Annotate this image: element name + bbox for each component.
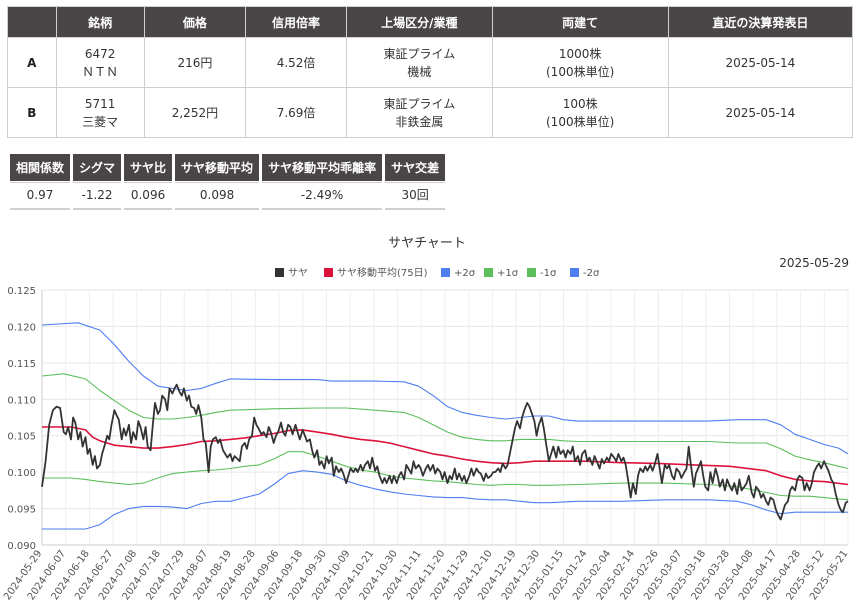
legend-item[interactable]: -2σ	[570, 268, 600, 279]
table-row: B 5711 三菱マ 2,252円 7.69倍 東証プライム 非鉄金属 100株 (1…	[7, 87, 854, 138]
table-row: A 6472 ＮＴＮ 216円 4.52倍 東証プライム 機械 1000株 (100株…	[7, 37, 854, 88]
legend-item[interactable]: -1σ	[527, 268, 557, 279]
legend-label: サヤ移動平均(75日)	[337, 266, 428, 279]
legend-label: サヤ	[288, 267, 308, 279]
legend-item[interactable]: サヤ移動平均(75日)	[324, 266, 428, 279]
hedge-shares: 100株	[562, 96, 598, 111]
chart-title: サヤチャート	[388, 236, 466, 251]
hedge-cell: 1000株 (100株単位)	[491, 37, 669, 88]
series-line-moving-average	[42, 426, 849, 486]
series-line-minus-1-sigma	[42, 451, 849, 501]
hedge-unit: (100株単位)	[546, 114, 615, 129]
header-earnings-date: 直近の決算発表日	[667, 6, 854, 38]
series-line-spread	[41, 383, 849, 521]
legend-swatch	[484, 268, 493, 277]
pair-summary-table: 銘柄 価格 信用倍率 上場区分/業種 両建て 直近の決算発表日 A 6472 ＮＴ…	[7, 6, 854, 138]
hedge-shares: 1000株	[558, 46, 602, 61]
header-price: 価格	[143, 6, 247, 38]
y-tick-label: 0.100	[7, 468, 36, 479]
stock-name: ＮＴＮ	[82, 64, 119, 79]
stock-cell[interactable]: 5711 三菱マ	[55, 87, 145, 138]
legend-item[interactable]: +1σ	[484, 268, 519, 279]
legend-swatch	[275, 268, 284, 277]
series-line-minus-2-sigma	[42, 470, 848, 530]
row-label: B	[7, 87, 57, 138]
chart-date: 2025-05-29	[779, 256, 849, 270]
legend-label: +1σ	[497, 268, 519, 279]
stat-sigma: -1.22	[70, 181, 125, 210]
hedge-cell: 100株 (100株単位)	[491, 87, 669, 138]
stat-header-spread-ma: サヤ移動平均	[172, 153, 263, 182]
y-tick-label: 0.095	[7, 505, 36, 516]
hedge-unit: (100株単位)	[546, 64, 615, 79]
legend-swatch	[570, 268, 579, 277]
price-cell: 216円	[143, 37, 247, 88]
market: 東証プライム	[383, 96, 456, 111]
legend-item[interactable]: サヤ	[275, 267, 308, 279]
stat-header-sigma: シグマ	[70, 153, 125, 182]
y-tick-label: 0.115	[7, 359, 36, 370]
stock-code: 6472	[84, 46, 116, 61]
stat-header-ma-deviation: サヤ移動平均乖離率	[259, 153, 386, 182]
stat-header-spread-ratio: サヤ比	[121, 153, 176, 182]
stat-header-crossings: サヤ交差	[382, 153, 449, 182]
earnings-date-cell: 2025-05-14	[667, 37, 854, 88]
row-label: A	[7, 37, 57, 88]
stock-cell[interactable]: 6472 ＮＴＮ	[55, 37, 145, 88]
industry: 非鉄金属	[395, 114, 444, 129]
spread-chart: サヤチャート 2025-05-29 サヤ サヤ移動平均(75日) +2σ +1σ -1σ…	[2, 236, 850, 602]
legend-label: -1σ	[540, 268, 557, 279]
y-tick-label: 0.110	[7, 395, 36, 406]
stat-spread-ratio: 0.096	[121, 181, 176, 210]
stat-correlation: 0.97	[6, 181, 74, 210]
earnings-date-cell: 2025-05-14	[667, 87, 854, 138]
stat-crossings: 30回	[382, 181, 449, 210]
header-name: 銘柄	[55, 6, 145, 38]
corner-header	[7, 6, 57, 38]
margin-ratio-cell: 4.52倍	[245, 37, 348, 88]
market: 東証プライム	[383, 46, 456, 61]
table-header-row: 銘柄 価格 信用倍率 上場区分/業種 両建て 直近の決算発表日	[7, 6, 854, 38]
price-cell: 2,252円	[143, 87, 247, 138]
chart-series	[41, 322, 849, 530]
y-tick-label: 0.090	[7, 541, 36, 552]
legend-label: +2σ	[454, 268, 476, 279]
stats-header-row: 相関係数 シグマ サヤ比 サヤ移動平均 サヤ移動平均乖離率 サヤ交差	[6, 153, 449, 182]
chart-legend[interactable]: サヤ サヤ移動平均(75日) +2σ +1σ -1σ -2σ	[275, 266, 600, 279]
stats-value-row: 0.97 -1.22 0.096 0.098 -2.49% 30回	[6, 181, 449, 210]
header-margin-ratio: 信用倍率	[245, 6, 348, 38]
margin-ratio-cell: 7.69倍	[245, 87, 348, 138]
industry: 機械	[407, 64, 432, 79]
chart-grid	[41, 289, 849, 546]
y-tick-label: 0.120	[7, 322, 36, 333]
series-line-plus-2-sigma	[41, 322, 849, 455]
header-hedge: 両建て	[491, 6, 669, 38]
stat-spread-ma: 0.098	[172, 181, 263, 210]
legend-swatch	[527, 268, 536, 277]
legend-item[interactable]: +2σ	[441, 268, 476, 279]
legend-swatch	[441, 268, 450, 277]
stock-code: 5711	[84, 96, 116, 111]
header-market: 上場区分/業種	[346, 6, 493, 38]
stat-ma-deviation: -2.49%	[259, 181, 386, 210]
y-tick-label: 0.105	[7, 432, 36, 443]
market-cell: 東証プライム 機械	[346, 37, 493, 88]
y-axis: 0.090 0.095 0.100 0.105 0.110 0.115 0.120 0.125	[7, 286, 36, 552]
x-axis: 2024-05-292024-06-072024-06-182024-06-27…	[2, 548, 850, 602]
stock-name: 三菱マ	[82, 114, 119, 129]
legend-swatch	[324, 268, 333, 277]
stats-table: 相関係数 シグマ サヤ比 サヤ移動平均 サヤ移動平均乖離率 サヤ交差 0.97 …	[6, 153, 449, 210]
market-cell: 東証プライム 非鉄金属	[346, 87, 493, 138]
y-tick-label: 0.125	[7, 286, 36, 297]
stat-header-correlation: 相関係数	[6, 153, 74, 182]
legend-label: -2σ	[583, 268, 600, 279]
